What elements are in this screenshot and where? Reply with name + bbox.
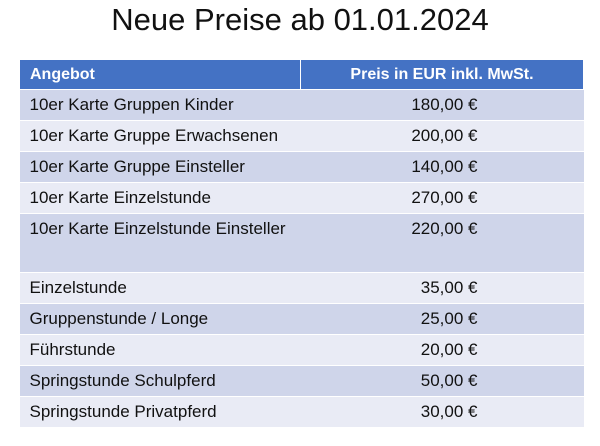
column-header-offer: Angebot — [19, 59, 301, 90]
price-cell: 180,00 € — [300, 89, 584, 121]
price-cell: 25,00 € — [300, 303, 584, 335]
offer-cell: Führstunde — [19, 334, 301, 366]
table-row: 10er Karte Gruppe Einsteller 140,00 € — [19, 151, 584, 183]
price-cell: 270,00 € — [300, 182, 584, 214]
price-cell: 220,00 € — [300, 213, 584, 273]
table-row: Gruppenstunde / Longe 25,00 € — [19, 303, 584, 335]
price-cell: 200,00 € — [300, 120, 584, 152]
price-cell: 140,00 € — [300, 151, 584, 183]
price-cell: 50,00 € — [300, 365, 584, 397]
table-row: Führstunde 20,00 € — [19, 334, 584, 366]
offer-cell: Gruppenstunde / Longe — [19, 303, 301, 335]
price-cell: 30,00 € — [300, 396, 584, 428]
table-row: Einzelstunde 35,00 € — [19, 272, 584, 304]
offer-cell: Springstunde Schulpferd — [19, 365, 301, 397]
table-row: 10er Karte Einzelstunde Einsteller 220,0… — [19, 213, 584, 273]
price-cell: 20,00 € — [300, 334, 584, 366]
offer-cell: 10er Karte Gruppe Einsteller — [19, 151, 301, 183]
offer-cell: 10er Karte Gruppe Erwachsenen — [19, 120, 301, 152]
offer-cell: Springstunde Privatpferd — [19, 396, 301, 428]
table-row: Springstunde Schulpferd 50,00 € — [19, 365, 584, 397]
table-row: Springstunde Privatpferd 30,00 € — [19, 396, 584, 428]
table-header-row: Angebot Preis in EUR inkl. MwSt. — [19, 59, 584, 90]
price-table: Angebot Preis in EUR inkl. MwSt. 10er Ka… — [19, 59, 584, 428]
column-header-price: Preis in EUR inkl. MwSt. — [300, 59, 584, 90]
offer-cell: 10er Karte Einzelstunde — [19, 182, 301, 214]
offer-cell: Einzelstunde — [19, 272, 301, 304]
table-row: 10er Karte Gruppen Kinder 180,00 € — [19, 89, 584, 121]
price-cell: 35,00 € — [300, 272, 584, 304]
offer-cell: 10er Karte Einzelstunde Einsteller — [19, 213, 301, 273]
table-row: 10er Karte Gruppe Erwachsenen 200,00 € — [19, 120, 584, 152]
page-title: Neue Preise ab 01.01.2024 — [111, 2, 489, 37]
table-row: 10er Karte Einzelstunde 270,00 € — [19, 182, 584, 214]
offer-cell: 10er Karte Gruppen Kinder — [19, 89, 301, 121]
